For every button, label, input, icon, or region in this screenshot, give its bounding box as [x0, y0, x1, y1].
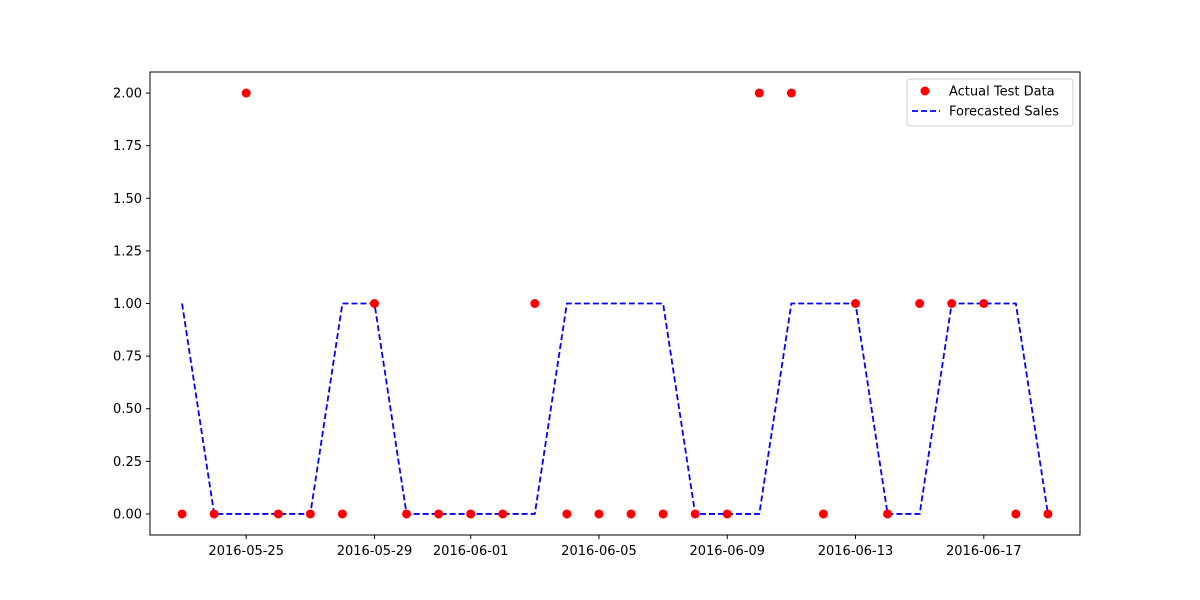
actual-data-point — [402, 509, 412, 519]
x-tick-label: 2016-05-29 — [337, 544, 413, 559]
y-axis: 0.00 0.25 0.50 0.75 1.00 1.25 1.50 1.75 2.00 — [113, 87, 150, 522]
legend-label-forecast: Forecasted Sales — [949, 105, 1059, 120]
actual-data-point — [273, 509, 283, 519]
actual-data-point — [818, 509, 828, 519]
actual-data-point — [979, 299, 989, 308]
y-tick-label: 0.75 — [113, 350, 142, 365]
actual-data-point — [754, 88, 764, 98]
actual-data-point — [241, 88, 251, 98]
actual-data-point — [369, 299, 379, 308]
actual-data-point — [562, 509, 572, 519]
legend-label-actual: Actual Test Data — [949, 85, 1055, 100]
actual-data-point — [658, 509, 668, 519]
x-tick-label: 2016-06-17 — [946, 544, 1022, 559]
actual-data-point — [722, 509, 732, 519]
actual-data-point — [594, 509, 604, 519]
x-tick-label: 2016-05-25 — [208, 544, 284, 559]
forecast-line — [181, 302, 1049, 515]
x-tick-label: 2016-06-01 — [433, 544, 509, 559]
plot-layer — [177, 88, 1053, 519]
actual-data-point — [305, 509, 315, 519]
actual-data-point — [434, 509, 444, 519]
x-tick-label: 2016-06-13 — [818, 544, 894, 559]
legend: Actual Test Data Forecasted Sales — [906, 78, 1074, 127]
actual-data-point — [177, 509, 187, 519]
actual-data-point — [337, 509, 347, 519]
y-tick-label: 0.50 — [113, 402, 142, 417]
y-tick-label: 0.00 — [113, 507, 142, 522]
y-tick-label: 2.00 — [113, 87, 142, 102]
y-tick-label: 1.75 — [113, 139, 142, 154]
actual-data-point — [690, 509, 700, 519]
actual-data-point — [947, 299, 957, 308]
y-tick-label: 1.50 — [113, 192, 142, 207]
actual-data-point — [209, 509, 219, 519]
actual-data-point — [626, 509, 636, 519]
actual-data-point — [883, 509, 893, 519]
actual-data-point — [915, 299, 925, 308]
x-tick-label: 2016-06-09 — [689, 544, 765, 559]
actual-data-point — [498, 509, 508, 519]
legend-box — [906, 78, 1074, 127]
actual-data-point — [530, 299, 540, 308]
actual-data-point — [786, 88, 796, 98]
actual-data-point — [1011, 509, 1021, 519]
actual-data-point — [851, 299, 861, 308]
y-tick-label: 1.25 — [113, 244, 142, 259]
y-tick-label: 1.00 — [113, 297, 142, 312]
x-axis: 2016-05-25 2016-05-29 2016-06-01 2016-06-05… — [208, 535, 1022, 559]
actual-data-point — [466, 509, 476, 519]
legend-marker-actual — [920, 86, 930, 96]
x-tick-label: 2016-06-05 — [561, 544, 637, 559]
y-tick-label: 0.25 — [113, 455, 142, 470]
actual-data-point — [1043, 509, 1053, 519]
